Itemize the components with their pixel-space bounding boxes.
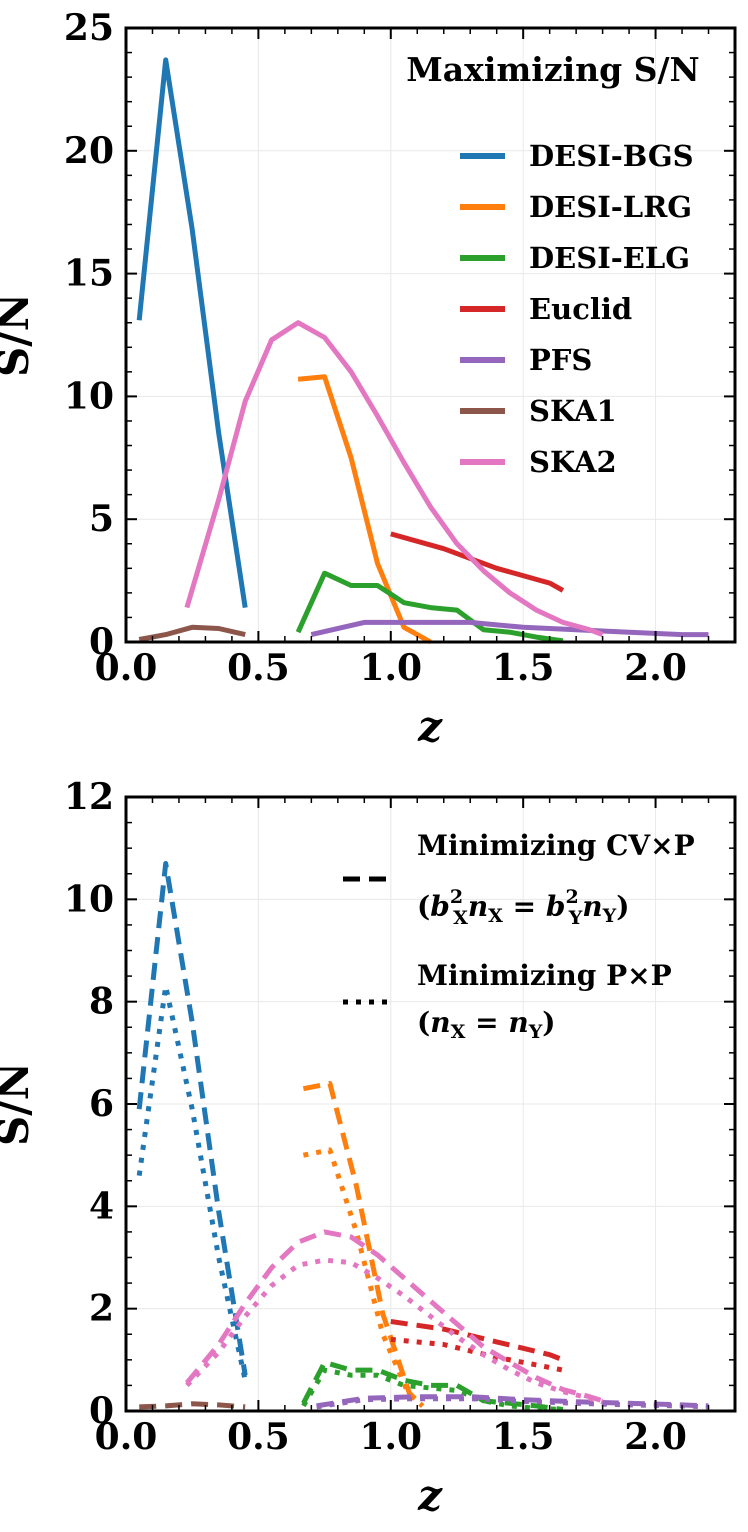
x-tick-label: 1.0: [359, 1416, 422, 1458]
series-ska1: [138, 624, 246, 642]
series-ska2-dotted: [185, 1257, 604, 1405]
series-ska2: [184, 320, 604, 637]
series-pfs-dotted: [316, 1396, 709, 1410]
series-desi-lrg: [297, 374, 432, 645]
grid-top: [125, 27, 735, 643]
legend-label-euclid: Euclid: [529, 292, 632, 326]
legend-label-desi-elg: DESI-ELG: [529, 241, 690, 275]
series-desi-elg: [295, 570, 564, 644]
y-tick-label: 5: [89, 498, 114, 540]
series-ska1-dashed: [139, 1401, 246, 1410]
x-tick-label: 0.0: [95, 1416, 158, 1458]
series-desi-bgs-dashed: [136, 861, 248, 1376]
axes-frame-top: [124, 26, 737, 644]
legend-top: DESI-BGS DESI-LRG DESI-ELG Euclid PFS SKA1 SKA…: [460, 139, 694, 479]
legend-dashed-line1: Minimizing CV×P: [417, 829, 695, 862]
legend-label-ska1: SKA1: [529, 394, 617, 428]
y-axis-title-top: S/N: [0, 293, 38, 377]
x-tick-label: 2.0: [624, 1416, 687, 1458]
series-pfs: [310, 619, 709, 638]
series-euclid: [390, 531, 565, 593]
panel-maximizing-sn: 0.0 0.5 1.0 1.5 2.0 0 5 10 15 20 25 S/N z Maximizi…: [0, 7, 737, 751]
y-tick-label: 12: [64, 776, 114, 818]
x-tick-label: 0.0: [95, 647, 158, 689]
legend-label-desi-bgs: DESI-BGS: [529, 139, 694, 173]
series-desi-bgs-dotted: [136, 983, 248, 1381]
y-axis-title-bottom: S/N: [0, 1062, 38, 1146]
legend-label-pfs: PFS: [529, 343, 592, 377]
legend-dashed-line2: (b2 XnX = b2 YnY): [417, 886, 629, 929]
series-desi-bgs: [136, 57, 248, 608]
legend-label-ska2: SKA2: [529, 445, 617, 479]
x-tick-label: 1.5: [492, 1416, 555, 1458]
series-desi-elg-dashed: [301, 1359, 564, 1412]
y-tick-label: 0: [89, 1390, 114, 1432]
y-tick-label: 15: [64, 253, 114, 295]
curves-top: [136, 57, 709, 645]
x-tick-label: 0.5: [227, 647, 290, 689]
y-tick-label: 0: [89, 621, 114, 663]
series-euclid-dashed: [390, 1319, 564, 1363]
y-tick-label: 6: [89, 1083, 114, 1125]
x-axis-title-bottom: z: [417, 1471, 443, 1520]
ticks-bottom: [125, 796, 735, 1412]
x-tick-label: 2.0: [624, 647, 687, 689]
y-tick-label: 2: [89, 1288, 114, 1330]
legend-dotted-line2: (nX = nY): [417, 1006, 556, 1043]
legend-label-desi-lrg: DESI-LRG: [529, 190, 692, 224]
x-tick-label: 1.5: [492, 647, 555, 689]
y-tick-label: 10: [64, 375, 114, 417]
y-tick-label: 4: [89, 1185, 114, 1227]
y-tick-label: 20: [64, 130, 114, 172]
x-axis-title-top: z: [417, 702, 443, 751]
y-tick-label: 10: [64, 878, 114, 920]
legend-dotted-line1: Minimizing P×P: [417, 959, 672, 992]
legend-title-top: Maximizing S/N: [406, 50, 699, 89]
ticks-top: [125, 27, 735, 643]
tick-labels-top: 0.0 0.5 1.0 1.5 2.0 0 5 10 15 20 25: [64, 7, 687, 689]
curves-bottom: [136, 861, 709, 1412]
x-tick-label: 0.5: [227, 1416, 290, 1458]
y-tick-label: 25: [64, 7, 114, 49]
series-ska2-dashed: [184, 1229, 604, 1404]
x-tick-label: 1.0: [359, 647, 422, 689]
panel-minimizing: 0.0 0.5 1.0 1.5 2.0 0 2 4 6 8 10 12 S/N z Minimizin…: [0, 776, 737, 1520]
tick-labels-bottom: 0.0 0.5 1.0 1.5 2.0 0 2 4 6 8 10 12: [64, 776, 687, 1458]
y-tick-label: 8: [89, 981, 114, 1023]
